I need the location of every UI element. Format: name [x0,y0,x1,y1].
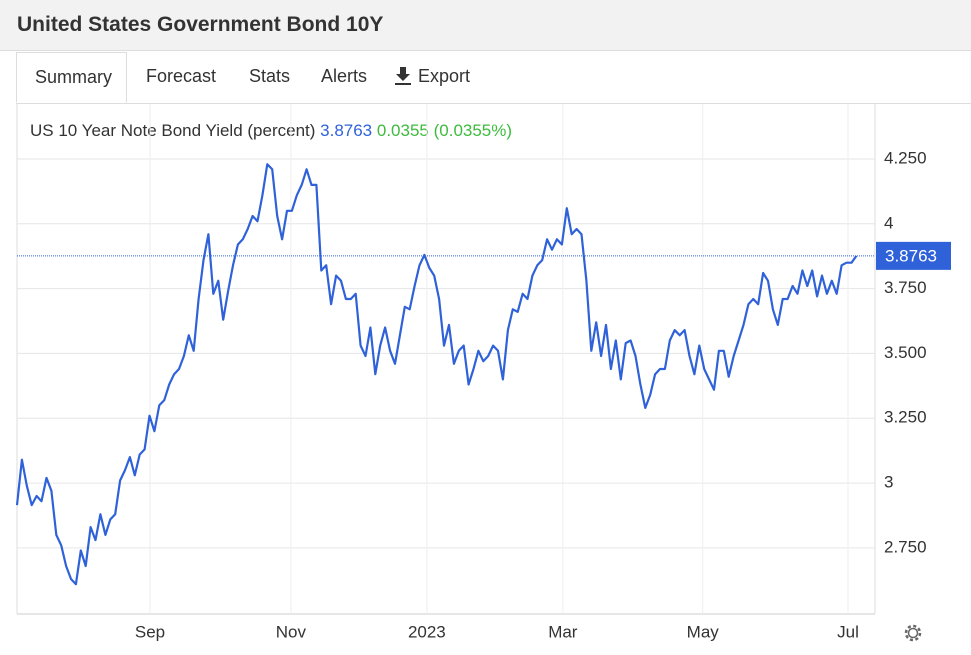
last-value: 3.8763 [320,121,372,140]
y-tick-label: 4 [884,213,893,232]
tab-summary[interactable]: Summary [16,52,127,103]
change: 0.0355 [377,121,429,140]
x-tick-label: May [687,622,720,641]
x-tick-label: 2023 [408,622,446,641]
tab-bar: Summary Forecast Stats Alerts Export [16,52,971,104]
y-tick-label: 3.500 [884,343,927,362]
y-tick-label: 4.250 [884,148,927,167]
last-value-box [876,241,951,270]
tab-export[interactable]: Export [418,66,471,86]
x-tick-label: Nov [276,622,307,641]
change-percent: (0.0355%) [434,121,512,140]
tab-alerts[interactable]: Alerts [321,66,368,86]
x-tick-label: Sep [135,622,165,641]
series-title: US 10 Year Note Bond Yield (percent) [30,121,315,140]
chart-legend: US 10 Year Note Bond Yield (percent) 3.8… [30,121,512,140]
y-tick-label: 2.750 [884,537,927,556]
y-tick-label: 3.250 [884,408,927,427]
last-value-label: 3.8763 [885,246,937,265]
x-tick-label: Mar [548,622,578,641]
export-icon[interactable] [394,64,412,89]
yield-line [15,163,858,586]
download-icon [395,67,411,85]
tab-stats[interactable]: Stats [249,66,291,86]
page-title: United States Government Bond 10Y [17,13,384,36]
y-tick-label: 3 [884,473,893,492]
x-tick-label: Jul [837,622,859,641]
tab-label: Summary [35,67,113,87]
settings-icon[interactable] [904,624,922,642]
y-tick-label: 3.750 [884,278,927,297]
header: United States Government Bond 10Y [0,0,971,51]
tab-forecast[interactable]: Forecast [146,66,217,86]
